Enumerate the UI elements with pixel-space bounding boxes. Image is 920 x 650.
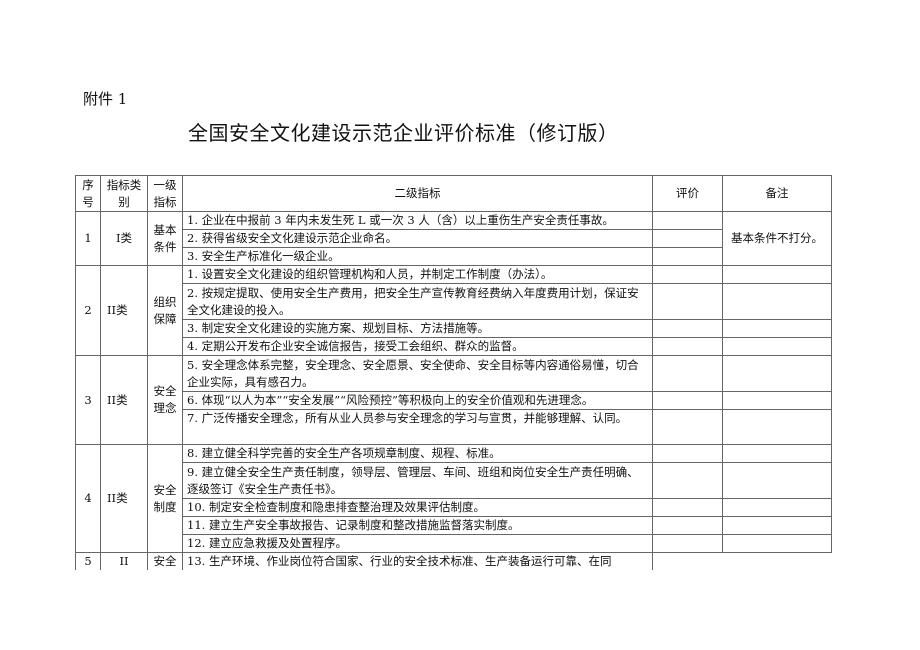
eval-cell[interactable] bbox=[652, 409, 723, 445]
remark-cell bbox=[723, 553, 832, 571]
table-row: 3. 制定安全文化建设的实施方案、规划目标、方法措施等。 bbox=[76, 319, 832, 338]
type-cell: II类 bbox=[100, 265, 148, 356]
remark-cell bbox=[722, 391, 832, 410]
header-remark: 备注 bbox=[722, 175, 832, 212]
level2-cell: 1. 企业在中报前 3 年内未发生死 L 或一次 3 人（含）以上重伤生产安全责… bbox=[182, 211, 653, 230]
seq-cell: 4 bbox=[75, 444, 101, 553]
table-row: 4. 定期公开发布企业安全诚信报告，接受工会组织、群众的监督。 bbox=[76, 337, 832, 356]
level2-cell: 7. 广泛传播安全理念，所有从业人员参与安全理念的学习与宣贯，并能够理解、认同。 bbox=[182, 409, 653, 445]
level1-cell: 基本条件 bbox=[147, 211, 183, 266]
annex-label: 附件 1 bbox=[83, 90, 128, 108]
level2-cell: 5. 安全理念体系完整，安全理念、安全愿景、安全使命、安全目标等内容通俗易懂，切… bbox=[182, 355, 653, 392]
level2-cell: 3. 制定安全文化建设的实施方案、规划目标、方法措施等。 bbox=[182, 319, 653, 338]
table-row: 2. 按规定提取、使用安全生产费用，把安全生产宣传教育经费纳入年度费用计划，保证… bbox=[76, 283, 832, 320]
table-header-row: 序号 指标类别 一级指标 二级指标 评价 备注 bbox=[75, 175, 832, 212]
remark-cell bbox=[722, 355, 832, 392]
eval-cell[interactable] bbox=[652, 391, 723, 410]
eval-cell[interactable] bbox=[652, 319, 723, 338]
level2-cell: 3. 安全生产标准化一级企业。 bbox=[182, 247, 653, 266]
remark-cell bbox=[722, 444, 832, 463]
evaluation-table: 序号 指标类别 一级指标 二级指标 评价 备注 1 I类 基本条件 1. 企业在… bbox=[75, 175, 832, 570]
eval-cell[interactable] bbox=[652, 444, 723, 463]
level2-cell: 9. 建立健全安全生产责任制度，领导层、管理层、车间、班组和岗位安全生产责任明确… bbox=[182, 462, 653, 499]
level1-cell: 组织保障 bbox=[147, 265, 183, 356]
type-cell: II bbox=[100, 552, 148, 570]
remark-cell bbox=[722, 265, 832, 284]
eval-cell[interactable] bbox=[652, 462, 723, 499]
type-cell: II类 bbox=[100, 444, 148, 553]
seq-cell: 1 bbox=[75, 211, 101, 266]
level2-cell: 10. 制定安全检查制度和隐患排查整治理及效果评估制度。 bbox=[182, 498, 653, 517]
table-row: 2 II类 组织保障 1. 设置安全文化建设的组织管理机构和人员，并制定工作制度… bbox=[75, 265, 832, 356]
level2-cell: 6. 体现“以人为本”“安全发展”“风险预控”等积极向上的安全价值观和先进理念。 bbox=[182, 391, 653, 410]
remark-cell: 基本条件不打分。 bbox=[722, 211, 832, 266]
seq-cell: 5 bbox=[75, 552, 101, 570]
document-title: 全国安全文化建设示范企业评价标准（修订版） bbox=[188, 121, 619, 145]
eval-cell[interactable] bbox=[652, 498, 723, 517]
level2-cell: 4. 定期公开发布企业安全诚信报告，接受工会组织、群众的监督。 bbox=[182, 337, 653, 356]
seq-cell: 3 bbox=[75, 355, 101, 445]
eval-cell[interactable] bbox=[652, 265, 723, 284]
eval-cell[interactable] bbox=[652, 211, 723, 230]
level2-cell: 2. 获得省级安全文化建设示范企业命名。 bbox=[182, 229, 653, 248]
level2-cell: 1. 设置安全文化建设的组织管理机构和人员，并制定工作制度（办法）。 bbox=[182, 265, 653, 284]
eval-cell[interactable] bbox=[652, 229, 723, 248]
level2-cell: 13. 生产环境、作业岗位符合国家、行业的安全技术标准、生产装备运行可靠、在同 bbox=[182, 552, 653, 570]
table-row: 6. 体现“以人为本”“安全发展”“风险预控”等积极向上的安全价值观和先进理念。 bbox=[76, 391, 832, 410]
table-row: 11. 建立生产安全事故报告、记录制度和整改措施监督落实制度。 bbox=[76, 516, 832, 535]
remark-cell bbox=[722, 409, 832, 445]
eval-cell[interactable] bbox=[652, 247, 723, 266]
table-row: 3. 安全生产标准化一级企业。 bbox=[76, 247, 832, 266]
type-cell: II类 bbox=[100, 355, 148, 445]
eval-cell[interactable] bbox=[652, 283, 723, 320]
remark-cell bbox=[722, 283, 832, 320]
eval-cell[interactable] bbox=[652, 516, 723, 535]
seq-cell: 2 bbox=[75, 265, 101, 356]
remark-cell bbox=[722, 462, 832, 499]
table-row: 12. 建立应急救援及处置程序。 bbox=[76, 534, 832, 553]
eval-cell[interactable] bbox=[652, 337, 723, 356]
eval-cell[interactable] bbox=[653, 553, 723, 571]
header-level2: 二级指标 bbox=[182, 175, 653, 212]
level2-cell: 12. 建立应急救援及处置程序。 bbox=[182, 534, 653, 553]
level2-cell: 11. 建立生产安全事故报告、记录制度和整改措施监督落实制度。 bbox=[182, 516, 653, 535]
table-row: 9. 建立健全安全生产责任制度，领导层、管理层、车间、班组和岗位安全生产责任明确… bbox=[76, 462, 832, 499]
level2-cell: 2. 按规定提取、使用安全生产费用，把安全生产宣传教育经费纳入年度费用计划，保证… bbox=[182, 283, 653, 320]
header-level1: 一级指标 bbox=[147, 175, 183, 212]
level1-cell: 安全 bbox=[147, 552, 183, 570]
table-row: 10. 制定安全检查制度和隐患排查整治理及效果评估制度。 bbox=[76, 498, 832, 517]
table-row: 2. 获得省级安全文化建设示范企业命名。 bbox=[76, 229, 832, 248]
level1-cell: 安全理念 bbox=[147, 355, 183, 445]
remark-cell bbox=[722, 498, 832, 517]
table-row: 5 II 安全 13. 生产环境、作业岗位符合国家、行业的安全技术标准、生产装备… bbox=[75, 552, 832, 571]
table-row: 1 I类 基本条件 1. 企业在中报前 3 年内未发生死 L 或一次 3 人（含… bbox=[75, 211, 832, 266]
eval-cell[interactable] bbox=[652, 534, 723, 553]
level2-cell: 8. 建立健全科学完善的安全生产各项规章制度、规程、标准。 bbox=[182, 444, 653, 463]
table-row: 4 II类 安全制度 8. 建立健全科学完善的安全生产各项规章制度、规程、标准。 bbox=[75, 444, 832, 553]
header-type: 指标类别 bbox=[100, 175, 148, 212]
remark-cell bbox=[722, 534, 832, 553]
table-row: 7. 广泛传播安全理念，所有从业人员参与安全理念的学习与宣贯，并能够理解、认同。 bbox=[76, 409, 832, 445]
header-eval: 评价 bbox=[652, 175, 723, 212]
type-cell: I类 bbox=[100, 211, 148, 266]
remark-cell bbox=[722, 516, 832, 535]
level1-cell: 安全制度 bbox=[147, 444, 183, 553]
eval-cell[interactable] bbox=[652, 355, 723, 392]
table-row: 3 II类 安全理念 5. 安全理念体系完整，安全理念、安全愿景、安全使命、安全… bbox=[75, 355, 832, 445]
header-seq: 序号 bbox=[75, 175, 101, 212]
remark-cell bbox=[722, 319, 832, 338]
remark-cell bbox=[722, 337, 832, 356]
